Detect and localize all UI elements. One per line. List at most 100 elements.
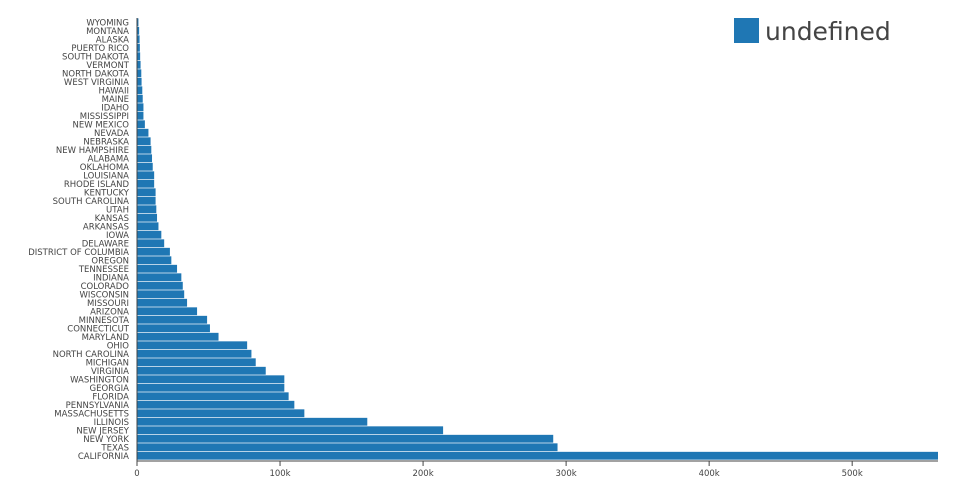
legend-label: undefined xyxy=(765,17,891,46)
category-label: KANSAS xyxy=(95,214,129,224)
category-label: WEST VIRGINIA xyxy=(64,78,129,88)
bar-california[interactable] xyxy=(137,451,938,460)
bar-mississippi[interactable] xyxy=(137,111,144,120)
category-label: IDAHO xyxy=(101,103,129,113)
category-label: NEW JERSEY xyxy=(76,426,129,436)
category-label: NORTH CAROLINA xyxy=(53,350,130,360)
bar-ohio[interactable] xyxy=(137,341,248,350)
bar-florida[interactable] xyxy=(137,392,289,401)
bar-arizona[interactable] xyxy=(137,307,198,316)
bar-montana[interactable] xyxy=(137,26,140,35)
bar-kentucky[interactable] xyxy=(137,188,156,197)
category-label: NEW MEXICO xyxy=(73,120,130,130)
category-label: INDIANA xyxy=(93,273,129,283)
bar-tennessee[interactable] xyxy=(137,264,178,273)
category-label: MICHIGAN xyxy=(86,358,129,368)
bar-idaho[interactable] xyxy=(137,103,144,112)
bar-maryland[interactable] xyxy=(137,332,219,341)
bar-new-jersey[interactable] xyxy=(137,426,444,435)
bar-oregon[interactable] xyxy=(137,256,172,265)
category-label: ALASKA xyxy=(96,35,129,45)
category-label: FLORIDA xyxy=(92,392,129,402)
category-label: NEVADA xyxy=(94,129,129,139)
bar-nevada[interactable] xyxy=(137,128,149,137)
bar-alabama[interactable] xyxy=(137,154,153,163)
category-label: NEBRASKA xyxy=(83,137,129,147)
bar-louisiana[interactable] xyxy=(137,171,155,180)
category-label: ARIZONA xyxy=(90,307,129,317)
legend-swatch[interactable] xyxy=(734,18,759,43)
bar-massachusetts[interactable] xyxy=(137,409,305,418)
bar-maine[interactable] xyxy=(137,94,143,103)
bar-puerto-rico[interactable] xyxy=(137,43,140,52)
bar-south-carolina[interactable] xyxy=(137,196,156,205)
bar-west-virginia[interactable] xyxy=(137,77,142,86)
category-label: DELAWARE xyxy=(82,239,129,249)
bar-arkansas[interactable] xyxy=(137,222,159,231)
bar-north-dakota[interactable] xyxy=(137,69,142,78)
bar-oklahoma[interactable] xyxy=(137,162,153,171)
bar-new-hampshire[interactable] xyxy=(137,145,152,154)
bar-utah[interactable] xyxy=(137,205,157,214)
category-label: MISSOURI xyxy=(87,299,129,309)
bar-delaware[interactable] xyxy=(137,239,165,248)
category-label: HAWAII xyxy=(98,86,129,96)
category-label: CONNECTICUT xyxy=(67,324,130,334)
bar-connecticut[interactable] xyxy=(137,324,210,333)
x-tick-label: 0 xyxy=(134,469,139,479)
bar-rhode-island[interactable] xyxy=(137,179,155,188)
category-label: TEXAS xyxy=(100,443,129,453)
legend[interactable]: undefined xyxy=(734,17,891,46)
bar-georgia[interactable] xyxy=(137,383,285,392)
bar-alaska[interactable] xyxy=(137,35,140,44)
category-label: MASSACHUSETTS xyxy=(54,409,129,419)
x-tick-label: 100k xyxy=(269,469,290,479)
bar-south-dakota[interactable] xyxy=(137,52,141,61)
category-label: NORTH DAKOTA xyxy=(62,69,129,79)
category-label: WYOMING xyxy=(86,18,129,28)
x-tick-label: 300k xyxy=(556,469,577,479)
bar-district-of-columbia[interactable] xyxy=(137,247,170,256)
bar-minnesota[interactable] xyxy=(137,315,208,324)
bar-wisconsin[interactable] xyxy=(137,290,185,299)
bar-vermont[interactable] xyxy=(137,60,141,69)
category-label: OKLAHOMA xyxy=(80,163,129,173)
bar-colorado[interactable] xyxy=(137,281,183,290)
category-label: VIRGINIA xyxy=(91,367,129,377)
category-label: UTAH xyxy=(106,205,129,215)
bar-hawaii[interactable] xyxy=(137,86,143,95)
bar-wyoming[interactable] xyxy=(137,18,139,27)
bar-virginia[interactable] xyxy=(137,366,266,375)
category-label: NEW HAMPSHIRE xyxy=(56,146,129,156)
category-label: SOUTH CAROLINA xyxy=(53,197,130,207)
bar-missouri[interactable] xyxy=(137,298,188,307)
bar-illinois[interactable] xyxy=(137,417,368,426)
bar-pennsylvania[interactable] xyxy=(137,400,295,409)
bar-texas[interactable] xyxy=(137,443,558,452)
category-label: ILLINOIS xyxy=(94,418,129,428)
bar-nebraska[interactable] xyxy=(137,137,151,146)
bar-washington[interactable] xyxy=(137,375,285,384)
x-tick-label: 400k xyxy=(699,469,720,479)
bar-iowa[interactable] xyxy=(137,230,162,239)
category-label: PENNSYLVANIA xyxy=(66,401,130,411)
bar-michigan[interactable] xyxy=(137,358,256,367)
category-label: PUERTO RICO xyxy=(71,44,129,54)
category-label: ALABAMA xyxy=(88,154,130,164)
x-axis: 0 100k 200k 300k 400k 500k xyxy=(134,18,938,479)
bar-indiana[interactable] xyxy=(137,273,182,282)
category-label: WASHINGTON xyxy=(70,375,129,385)
category-label: WISCONSIN xyxy=(79,290,129,300)
x-tick-label: 200k xyxy=(412,469,433,479)
category-label: LOUISIANA xyxy=(83,171,129,181)
category-label: ARKANSAS xyxy=(83,222,129,232)
bar-north-carolina[interactable] xyxy=(137,349,252,358)
category-label: OREGON xyxy=(91,256,129,266)
bar-new-mexico[interactable] xyxy=(137,120,145,129)
bar-kansas[interactable] xyxy=(137,213,158,222)
category-label: TENNESSEE xyxy=(78,265,129,275)
bar-new-york[interactable] xyxy=(137,434,554,443)
